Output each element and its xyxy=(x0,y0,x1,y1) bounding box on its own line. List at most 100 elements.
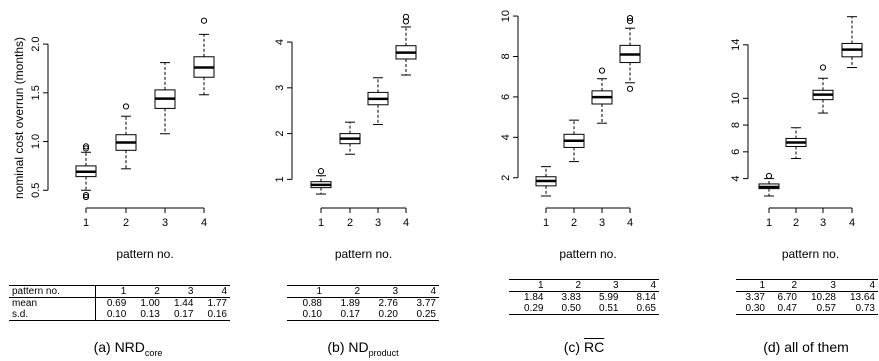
y-tick-label: 1 xyxy=(274,176,286,182)
y-tick-label: 1.5 xyxy=(30,85,42,100)
table-cell: 0.10 xyxy=(95,309,130,321)
y-tick-label: 0.5 xyxy=(30,183,42,198)
table-cell: 1.89 xyxy=(340,298,360,309)
x-tick-label: 4 xyxy=(627,217,633,229)
outlier-point xyxy=(819,64,827,71)
caption-a-main: (a) NRD xyxy=(93,339,145,355)
table-cell: 0.57 xyxy=(800,303,839,315)
table-col-header: 4 xyxy=(621,279,659,292)
table-col-header: 1 xyxy=(509,279,547,292)
table-cell: 0.47 xyxy=(768,303,800,315)
table-cell: 0.69 xyxy=(106,298,127,309)
table-col-header: 3 xyxy=(162,285,197,298)
caption-a-sub: core xyxy=(144,347,163,358)
caption-c: (c) RC xyxy=(564,339,604,355)
table-col-header: 4 xyxy=(401,285,439,298)
x-axis-label: pattern no. xyxy=(116,247,173,261)
stats-table-b: 1 2 3 4 0.88 1.89 2.76 3.77 0.10 0.17 0.… xyxy=(287,285,439,321)
table-col-header: 2 xyxy=(129,285,163,298)
row-label-sd: s.d. xyxy=(9,309,96,321)
table-row: 0.29 0.50 0.51 0.65 xyxy=(509,303,659,315)
x-tick-label: 2 xyxy=(347,217,353,229)
y-tick-label: 4 xyxy=(730,176,742,182)
table-cell: 0.16 xyxy=(196,309,230,321)
x-tick-label: 3 xyxy=(599,217,605,229)
table-cell: 1.00 xyxy=(140,298,160,309)
x-tick-label: 3 xyxy=(375,217,381,229)
outlier-point xyxy=(402,13,410,20)
outlier-point xyxy=(765,172,773,180)
y-tick-label: 6 xyxy=(500,94,512,100)
x-axis-label: pattern no. xyxy=(559,247,616,261)
table-row: 0.30 0.47 0.57 0.73 xyxy=(736,303,878,315)
caption-d-main: (d) all of them xyxy=(763,339,849,355)
x-tick-label: 1 xyxy=(83,217,89,229)
table-cell: 13.64 xyxy=(849,292,875,303)
x-tick-label: 4 xyxy=(201,217,207,229)
caption-b-sub: product xyxy=(368,347,399,358)
row-label-mean: mean xyxy=(9,297,96,309)
caption-b: (b) NDproduct xyxy=(327,339,398,358)
stats-table-c: 1 2 3 4 1.84 3.83 5.99 8.14 0.29 0.50 0.… xyxy=(509,279,659,315)
y-tick-label: 8 xyxy=(730,122,742,128)
table-cell: 0.51 xyxy=(584,303,622,315)
x-tick-label: 4 xyxy=(849,217,855,229)
y-tick-label: 10 xyxy=(730,92,742,104)
table-cell: 1.77 xyxy=(207,298,227,309)
caption-c-overline: RC xyxy=(583,339,605,355)
table-cell: 3.37 xyxy=(745,292,765,303)
y-tick-label: 10 xyxy=(500,10,512,22)
y-tick-label: 2 xyxy=(500,175,512,181)
y-tick-label: 2 xyxy=(274,131,286,137)
y-tick-label: 14 xyxy=(730,39,742,51)
table-row: 1.84 3.83 5.99 8.14 xyxy=(509,292,659,304)
table-cell: 0.29 xyxy=(509,303,547,315)
stats-table-a: pattern no. 1 2 3 4 mean 0.69 1.00 1.44 … xyxy=(9,285,230,321)
table-col-header: 3 xyxy=(800,279,839,292)
table-cell: 2.76 xyxy=(378,298,398,309)
y-tick-label: 4 xyxy=(500,134,512,140)
table-cell: 6.70 xyxy=(777,292,797,303)
outlier-point xyxy=(402,18,410,25)
outlier-point xyxy=(626,14,634,22)
outlier-point xyxy=(82,192,90,199)
outlier-point xyxy=(598,67,606,74)
table-col-header: 3 xyxy=(584,279,622,292)
outlier-point xyxy=(122,103,130,110)
outlier-point xyxy=(200,17,208,24)
table-cell: 0.13 xyxy=(129,309,163,321)
caption-b-main: (b) ND xyxy=(327,339,369,355)
caption-c-main: (c) xyxy=(563,339,584,355)
outlier-point xyxy=(317,168,325,175)
x-tick-label: 2 xyxy=(793,217,799,229)
table-row: 0.10 0.17 0.20 0.25 xyxy=(287,309,439,321)
outlier-point xyxy=(82,143,90,150)
table-cell: 0.17 xyxy=(325,309,363,321)
table-row: s.d. 0.10 0.13 0.17 0.16 xyxy=(9,309,230,321)
x-axis-label: pattern no. xyxy=(782,247,839,261)
table-col-header: 3 xyxy=(363,285,401,298)
table-cell: 0.25 xyxy=(401,309,439,321)
table-cell: 10.28 xyxy=(810,292,836,303)
table-col-header: 4 xyxy=(196,285,230,298)
table-cell: 0.73 xyxy=(838,303,878,315)
x-tick-label: 2 xyxy=(123,217,129,229)
table-cell: 0.17 xyxy=(162,309,197,321)
x-tick-label: 2 xyxy=(571,217,577,229)
y-tick-label: 2.0 xyxy=(30,36,42,51)
table-col-header: 2 xyxy=(768,279,800,292)
table-row: 3.37 6.70 10.28 13.64 xyxy=(736,292,878,304)
table-cell: 0.65 xyxy=(621,303,659,315)
x-tick-label: 3 xyxy=(820,217,826,229)
caption-a: (a) NRDcore xyxy=(94,339,163,358)
table-row: mean 0.69 1.00 1.44 1.77 xyxy=(9,297,230,309)
x-tick-label: 3 xyxy=(162,217,168,229)
outlier-point xyxy=(82,145,90,152)
table-col-header: 1 xyxy=(95,285,130,298)
y-axis-label: nominal cost overrun (months) xyxy=(12,37,26,199)
table-col-header: 4 xyxy=(838,279,878,292)
table-cell: 0.20 xyxy=(363,309,401,321)
caption-d: (d) all of them xyxy=(763,339,849,355)
table-header-label: pattern no. xyxy=(9,285,96,298)
